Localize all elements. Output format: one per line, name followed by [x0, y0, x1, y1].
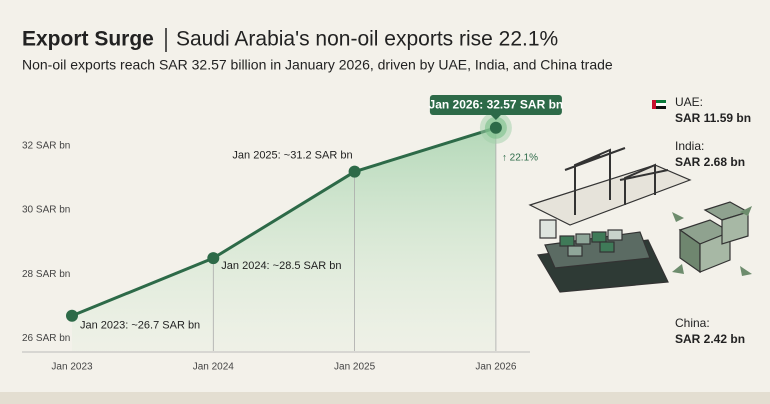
y-tick-label: 26 SAR bn — [22, 333, 70, 344]
footer-strip — [0, 392, 770, 404]
highlight-box — [429, 95, 562, 115]
partner-name: India: — [675, 139, 704, 153]
area — [72, 127, 496, 352]
y-tick-label: 30 SAR bn — [22, 205, 70, 216]
y-tick-label: 28 SAR bn — [22, 269, 70, 280]
headline: Saudi Arabia's non-oil exports rise 22.1… — [176, 28, 558, 51]
value-label: Jan 2026: 32.57 SAR bn — [429, 98, 564, 112]
illustration — [528, 147, 752, 293]
point — [348, 165, 361, 178]
chart-title: Export Surge — [22, 28, 154, 51]
highlight-pointer — [490, 115, 501, 120]
line — [71, 126, 497, 318]
value-label: Jan 2024: ~28.5 SAR bn — [221, 260, 341, 272]
partner-value: SAR 2.42 bn — [675, 332, 745, 346]
point — [207, 252, 220, 265]
value-label: Jan 2023: ~26.7 SAR bn — [80, 320, 200, 332]
x-tick-label: Jan 2024 — [193, 362, 235, 373]
y-tick-label: 32 SAR bn — [22, 141, 70, 152]
point — [66, 309, 78, 322]
uae-flag — [652, 100, 666, 109]
growth-label: ↑ 22.1% — [502, 153, 538, 164]
partner-value: SAR 11.59 bn — [675, 111, 751, 125]
point — [489, 121, 502, 134]
x-tick-label: Jan 2025 — [334, 362, 376, 373]
value-label: Jan 2025: ~31.2 SAR bn — [232, 150, 352, 162]
partner-name: China: — [675, 316, 710, 330]
x-tick-label: Jan 2026 — [475, 362, 517, 373]
partner-value: SAR 2.68 bn — [675, 155, 745, 169]
x-tick-label: Jan 2023 — [51, 362, 93, 373]
partner-name: UAE: — [675, 95, 703, 109]
subtitle: Non-oil exports reach SAR 32.57 billion … — [22, 57, 613, 73]
